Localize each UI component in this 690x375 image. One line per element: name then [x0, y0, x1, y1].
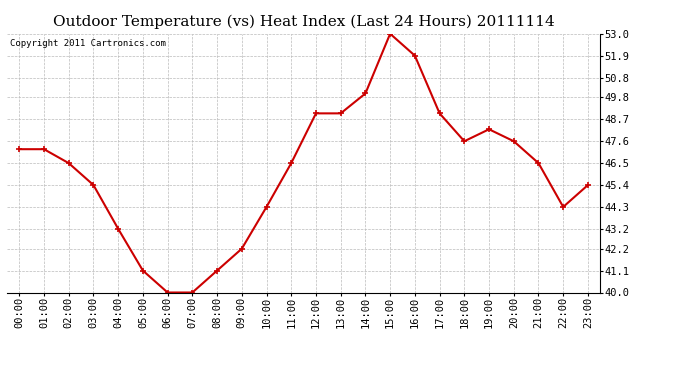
Text: Outdoor Temperature (vs) Heat Index (Last 24 Hours) 20111114: Outdoor Temperature (vs) Heat Index (Las…	[52, 15, 555, 29]
Text: Copyright 2011 Cartronics.com: Copyright 2011 Cartronics.com	[10, 39, 166, 48]
